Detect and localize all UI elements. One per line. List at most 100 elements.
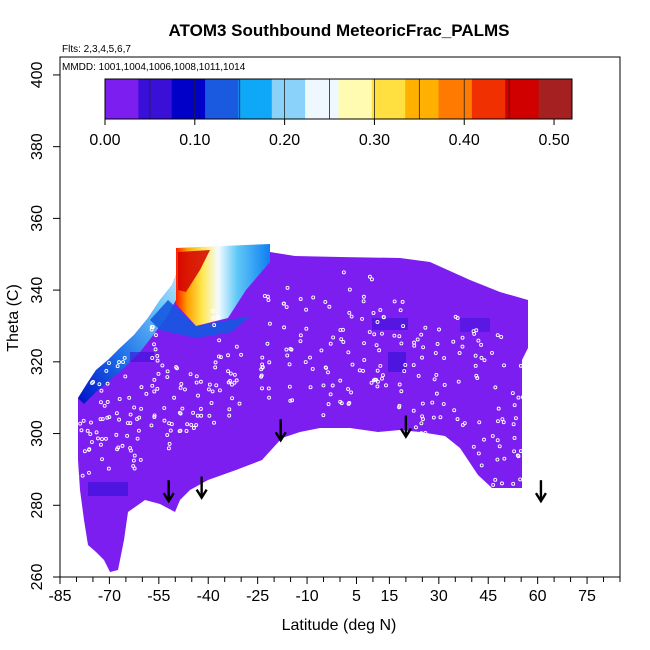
track-marker xyxy=(165,369,170,374)
track-marker xyxy=(107,361,111,365)
track-marker xyxy=(82,449,87,454)
patch-2 xyxy=(372,318,408,330)
track-marker xyxy=(160,363,165,368)
track-marker xyxy=(230,382,234,387)
track-marker xyxy=(117,360,121,365)
track-marker xyxy=(179,381,184,386)
track-marker xyxy=(210,308,215,313)
track-marker xyxy=(415,337,420,342)
track-marker xyxy=(71,442,76,447)
track-marker xyxy=(384,383,388,388)
track-marker xyxy=(155,386,160,391)
track-marker xyxy=(68,394,73,399)
track-marker xyxy=(196,393,200,398)
track-marker xyxy=(380,331,384,336)
track-marker xyxy=(330,383,335,388)
track-marker xyxy=(518,477,523,482)
track-marker xyxy=(214,383,219,388)
track-marker xyxy=(217,354,221,359)
track-marker xyxy=(165,375,170,379)
colorbar-tick-label: 0.10 xyxy=(179,132,210,149)
track-marker xyxy=(131,458,136,463)
track-marker xyxy=(522,426,526,431)
track-marker xyxy=(94,430,99,435)
track-marker xyxy=(397,334,402,339)
track-marker xyxy=(150,383,155,388)
track-marker xyxy=(102,403,107,408)
patch-5 xyxy=(460,318,490,332)
track-marker xyxy=(96,436,100,441)
colorbar-cell xyxy=(338,79,373,119)
track-marker xyxy=(304,326,309,331)
track-marker xyxy=(308,355,312,360)
track-marker xyxy=(361,299,366,304)
track-marker xyxy=(155,358,160,363)
track-marker xyxy=(310,367,315,371)
patch-1 xyxy=(88,482,128,496)
track-marker xyxy=(416,373,421,378)
track-marker xyxy=(434,391,439,396)
track-marker xyxy=(433,351,438,355)
track-marker xyxy=(482,437,486,442)
track-marker xyxy=(70,444,75,449)
track-marker xyxy=(331,335,336,340)
track-marker xyxy=(432,377,437,382)
x-axis: -85 -70 -55 -40 -25 -10 5 15 30 45 60 75 xyxy=(48,577,621,605)
x-axis-label: Latitude (deg N) xyxy=(282,617,397,634)
colorbar-tick-label: 0.40 xyxy=(449,132,480,149)
track-marker xyxy=(226,353,230,358)
track-marker xyxy=(438,415,443,420)
track-marker xyxy=(501,420,506,425)
track-marker xyxy=(287,362,292,367)
dates-note: MMDD: 1001,1004,1006,1008,1011,1014 xyxy=(62,62,246,73)
track-marker xyxy=(226,369,230,374)
track-marker xyxy=(401,324,406,329)
track-marker xyxy=(128,412,133,417)
track-marker xyxy=(453,314,458,319)
track-marker xyxy=(139,406,144,411)
track-marker xyxy=(79,428,84,433)
track-marker xyxy=(420,414,425,419)
track-marker xyxy=(265,294,270,299)
track-marker xyxy=(131,464,136,468)
track-marker xyxy=(88,432,93,436)
track-marker xyxy=(114,411,119,416)
track-marker xyxy=(435,341,440,346)
x-tick-label: -85 xyxy=(48,588,71,605)
track-marker xyxy=(357,368,362,373)
track-marker xyxy=(169,422,174,427)
track-marker xyxy=(150,355,155,360)
flight-track-markers xyxy=(68,270,527,487)
track-marker xyxy=(97,382,102,387)
track-marker xyxy=(107,415,112,420)
track-marker xyxy=(98,417,103,422)
track-marker xyxy=(73,457,78,462)
track-marker xyxy=(360,316,365,321)
track-marker xyxy=(117,396,122,401)
track-marker xyxy=(522,421,527,426)
track-marker xyxy=(98,442,103,447)
track-marker xyxy=(184,429,189,433)
track-marker xyxy=(284,347,289,352)
track-marker xyxy=(499,335,504,339)
track-marker xyxy=(473,353,478,358)
track-marker xyxy=(431,415,436,420)
track-marker xyxy=(132,405,137,410)
track-marker xyxy=(115,364,120,369)
track-marker xyxy=(260,355,265,360)
track-marker xyxy=(400,299,405,304)
track-marker xyxy=(510,391,515,396)
colorbar-cell xyxy=(205,79,239,119)
track-marker xyxy=(493,385,498,390)
track-marker xyxy=(78,421,83,426)
descent-arrow xyxy=(534,480,547,504)
track-marker xyxy=(207,382,212,387)
track-marker xyxy=(495,438,500,443)
track-marker xyxy=(144,391,149,396)
track-marker xyxy=(372,332,377,337)
track-marker xyxy=(473,363,478,368)
track-marker xyxy=(442,356,447,360)
track-marker xyxy=(502,456,507,461)
track-marker xyxy=(177,410,182,415)
